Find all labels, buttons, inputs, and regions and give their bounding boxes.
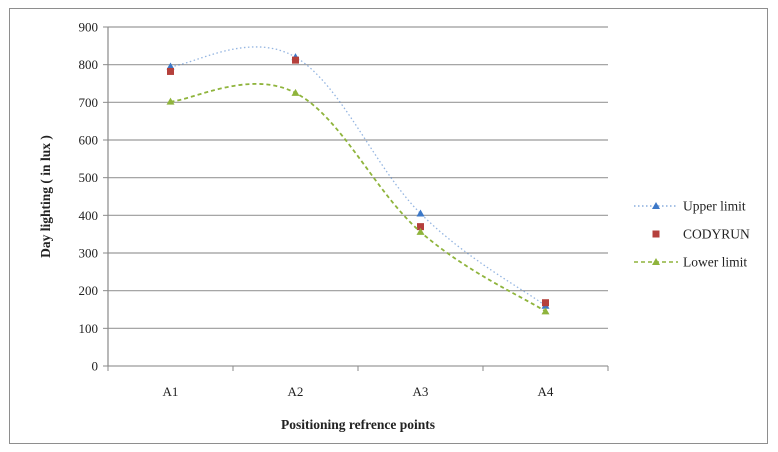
data-point <box>166 62 175 70</box>
data-point <box>417 223 424 231</box>
y-tick-label: 900 <box>79 20 99 35</box>
y-tick-label: 300 <box>79 246 99 261</box>
data-point <box>542 299 549 307</box>
y-tick-label: 700 <box>79 95 99 110</box>
legend-item: Upper limit <box>634 199 746 214</box>
series-line <box>170 46 546 307</box>
legend-label: Upper limit <box>683 199 746 214</box>
x-axis-title: Positioning refrence points <box>281 417 435 432</box>
y-tick-label: 0 <box>92 359 99 374</box>
y-tick-label: 200 <box>79 283 99 298</box>
x-tick-labels: A1 A2 A3 A4 <box>163 384 554 399</box>
chart-frame <box>9 8 768 444</box>
series-codyrun <box>167 56 549 307</box>
y-tick-label: 800 <box>79 57 99 72</box>
gridlines <box>103 26 609 371</box>
x-tick-label: A3 <box>413 384 429 399</box>
x-tick-label: A2 <box>288 384 304 399</box>
y-axis-title: Day lighting ( in lux ) <box>38 135 53 258</box>
legend-marker <box>652 202 660 209</box>
y-tick-label: 500 <box>79 170 99 185</box>
x-tick-label: A4 <box>538 384 554 399</box>
data-point <box>166 97 175 105</box>
legend: Upper limit CODYRUN Lower limit <box>634 199 750 270</box>
y-tick-label: 600 <box>79 133 99 148</box>
data-point <box>541 307 550 315</box>
data-point <box>167 67 174 75</box>
data-point <box>292 56 299 64</box>
series-group <box>166 46 550 315</box>
y-tick-label: 400 <box>79 208 99 223</box>
series-line <box>170 83 546 313</box>
data-point <box>416 227 425 235</box>
legend-marker <box>652 258 660 265</box>
legend-marker <box>652 230 660 238</box>
legend-item: CODYRUN <box>652 227 750 242</box>
x-tick-label: A1 <box>163 384 179 399</box>
legend-label: CODYRUN <box>683 227 750 242</box>
y-tick-label: 100 <box>79 321 99 336</box>
y-tick-labels: 0 100 200 300 400 500 600 700 800 900 <box>79 20 99 374</box>
data-point <box>291 88 300 96</box>
data-point <box>416 209 425 217</box>
legend-item: Lower limit <box>634 255 747 270</box>
legend-label: Lower limit <box>683 255 747 270</box>
series-lower-limit <box>166 83 550 315</box>
